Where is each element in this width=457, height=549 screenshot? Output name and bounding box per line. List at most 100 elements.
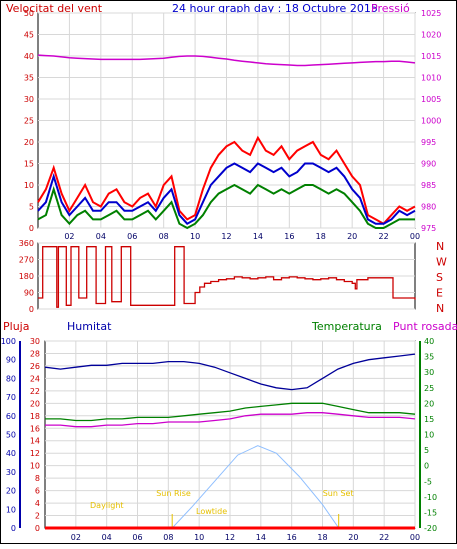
wind-x-tick-label: 10 [190,232,200,241]
humidity-tick-label: 80 [6,374,16,383]
series-line-direction [38,246,416,308]
rain-tick-label: 4 [35,499,40,508]
direction-tick-label: 360 [19,239,34,248]
direction-series [38,246,416,308]
wind-x-tick-label: 20 [347,232,357,241]
temperature-axis: -20 -15 -10 -5 0 5 10 15 20 25 30 35 40 [424,337,437,533]
wind-x-tick-label: 08 [159,232,169,241]
wind-x-tick-label: 22 [378,232,388,241]
rain-tick-label: 18 [30,412,40,421]
humidity-axis: 0 10 20 30 40 50 60 70 80 90 100 [1,337,16,533]
climate-x-tick-label: 12 [225,533,235,542]
rain-tick-label: 12 [30,449,40,458]
temperature-tick-label: 20 [424,399,434,408]
wind-y-tick-label: 5 [29,203,34,212]
climate-x-tick-label: 10 [194,533,204,542]
wind-x-axis: 02 04 06 08 10 12 14 16 18 20 22 00 [64,232,420,241]
temperature-tick-label: -10 [424,493,437,502]
rain-tick-label: 14 [30,437,40,446]
climate-x-axis: 02 04 06 08 10 12 14 16 18 20 22 00 [71,533,420,542]
wind-y-tick-label: 35 [24,74,34,83]
pressure-tick-label: 1005 [421,95,441,104]
direction-left-axis: 0 90 180 270 360 [19,239,34,314]
wind-y-tick-label: 30 [24,95,34,104]
temperature-tick-label: -5 [424,477,432,486]
humidity-tick-label: 10 [6,505,16,514]
series-line-humitat [44,353,416,391]
climate-x-tick-label: 18 [317,533,327,542]
series-line-pressi [37,54,416,67]
humidity-label: Humitat [67,320,112,333]
direction-tick-label: 180 [19,272,34,281]
wind-x-tick-label: 16 [284,232,294,241]
pressure-tick-label: 1010 [421,74,441,83]
wind-left-axis: 0 5 10 15 20 25 30 35 40 45 50 [24,9,34,233]
climate-x-tick-label: 14 [256,533,266,542]
climate-x-tick-label: 16 [287,533,297,542]
rain-label: Pluja [3,320,29,333]
series-line-temperatura [45,402,416,422]
wind-x-tick-label: 00 [410,232,420,241]
compass-label: N [436,302,444,315]
sunset-label: Sun Set [323,489,354,498]
rain-tick-label: 26 [30,362,40,371]
wind-y-tick-label: 45 [24,31,34,40]
humidity-tick-label: 70 [6,393,16,402]
pressure-tick-label: 995 [421,138,436,147]
humidity-tick-label: 90 [6,356,16,365]
wind-label: Velocitat del vent [6,2,103,15]
climate-x-tick-label: 08 [163,533,173,542]
temperature-tick-label: 30 [424,368,434,377]
direction-tick-label: 270 [19,256,34,265]
wind-x-tick-label: 02 [64,232,74,241]
temperature-tick-label: 40 [424,337,434,346]
series-line-solar [171,445,340,529]
temperature-tick-label: 15 [424,415,434,424]
pressure-tick-label: 975 [421,224,436,233]
humidity-tick-label: 60 [6,412,16,421]
temperature-label: Temperatura [311,320,382,333]
rain-tick-label: 30 [30,337,40,346]
dewpoint-label: Punt rosada [393,320,457,333]
temperature-tick-label: 35 [424,353,434,362]
wind-x-tick-label: 06 [127,232,137,241]
pressure-label: Pressió [371,2,410,15]
direction-tick-label: 90 [24,289,34,298]
direction-grid [38,242,415,310]
wind-y-tick-label: 25 [24,117,34,126]
daylight-label: Daylight [90,501,124,510]
climate-x-tick-label: 00 [410,533,420,542]
wind-grid [38,12,416,229]
series-line-minima [37,183,415,230]
sunrise-label: Sun Rise [156,489,191,498]
climate-x-tick-label: 04 [102,533,112,542]
rain-tick-label: 0 [35,524,40,533]
climate-x-tick-label: 06 [132,533,142,542]
humidity-tick-label: 20 [6,487,16,496]
rain-tick-label: 20 [30,399,40,408]
climate-series [44,353,416,530]
pressure-tick-label: 990 [421,160,436,169]
wind-y-tick-label: 20 [24,138,34,147]
temperature-tick-label: 5 [424,446,429,455]
climate-x-tick-label: 02 [71,533,81,542]
wind-x-tick-label: 18 [316,232,326,241]
temperature-tick-label: 25 [424,384,434,393]
pressure-tick-label: 985 [421,181,436,190]
series-line-ratxa [37,135,416,225]
series-line-puntrosada [45,412,416,428]
rain-tick-label: 2 [35,512,40,521]
temperature-tick-label: -15 [424,508,437,517]
temperature-tick-label: 10 [424,431,434,440]
pressure-tick-label: 1015 [421,52,441,61]
rain-tick-label: 24 [30,374,40,383]
pressure-right-axis: 975 980 985 990 995 1000 1005 1010 1015 1020 1025 [421,9,441,233]
temperature-tick-label: 0 [424,462,429,471]
